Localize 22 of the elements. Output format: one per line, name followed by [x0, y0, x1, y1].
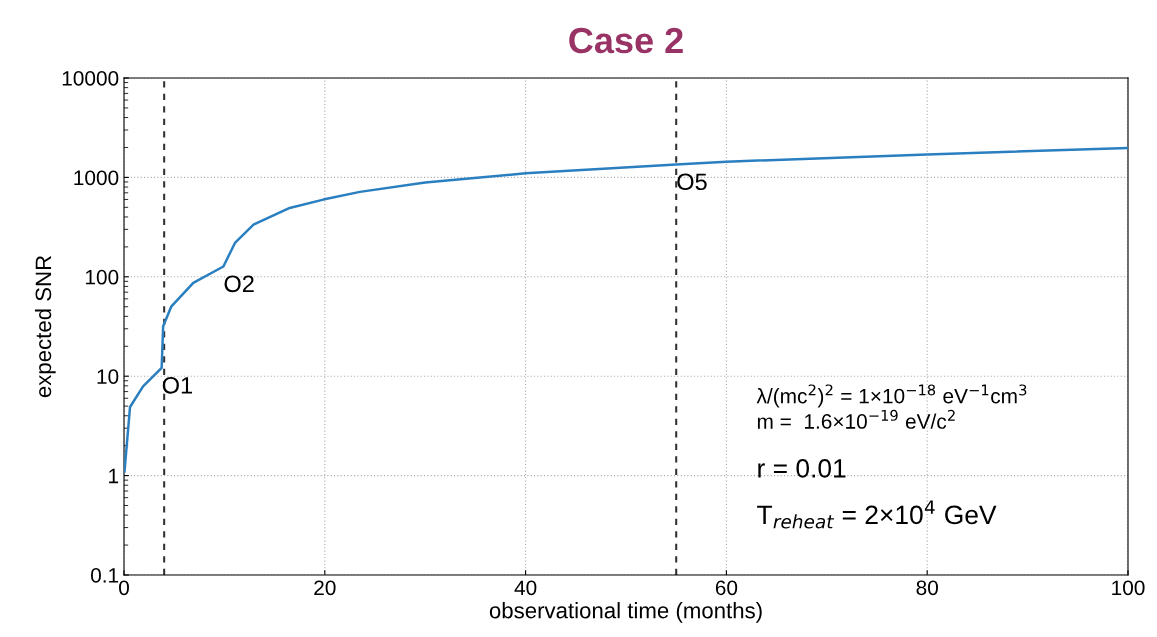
- y-tick-label: 10000: [62, 71, 119, 86]
- x-tick-label: 0: [119, 580, 129, 596]
- y-axis-title: expected SNR: [34, 255, 56, 398]
- annotation: O1: [162, 376, 192, 394]
- y-tick-label: 0.1: [90, 568, 119, 583]
- x-tick-label: 60: [715, 580, 738, 596]
- y-tick-label: 100: [85, 269, 119, 285]
- y-tick-label: 1: [109, 468, 119, 484]
- x-tick-label: 80: [916, 580, 938, 596]
- annotation: T$_{reheat}$ = 2×10$^{4}$ GeV: [757, 500, 997, 529]
- x-tick-label: 100: [1112, 580, 1145, 596]
- x-tick-label: 20: [314, 580, 336, 596]
- annotation: r = 0.01: [758, 459, 846, 478]
- chart-title: Case 2: [569, 27, 683, 54]
- y-tick-label: 1000: [74, 170, 119, 186]
- annotation: m = 1.6×10$^{−19}$ eV/c$^{2}$: [757, 409, 955, 429]
- annotation: O5: [677, 173, 707, 191]
- x-axis-title: observational time (months): [489, 602, 762, 623]
- text: λ/(mc$^{2}$)$^{2}$ = 1×10$^{−18}$ eV$^{−1}$cm$^{3}$: [756, 384, 1027, 408]
- x-tick-label: 40: [514, 580, 537, 596]
- annotation: O2: [224, 275, 254, 293]
- y-tick-label: 10: [97, 369, 119, 384]
